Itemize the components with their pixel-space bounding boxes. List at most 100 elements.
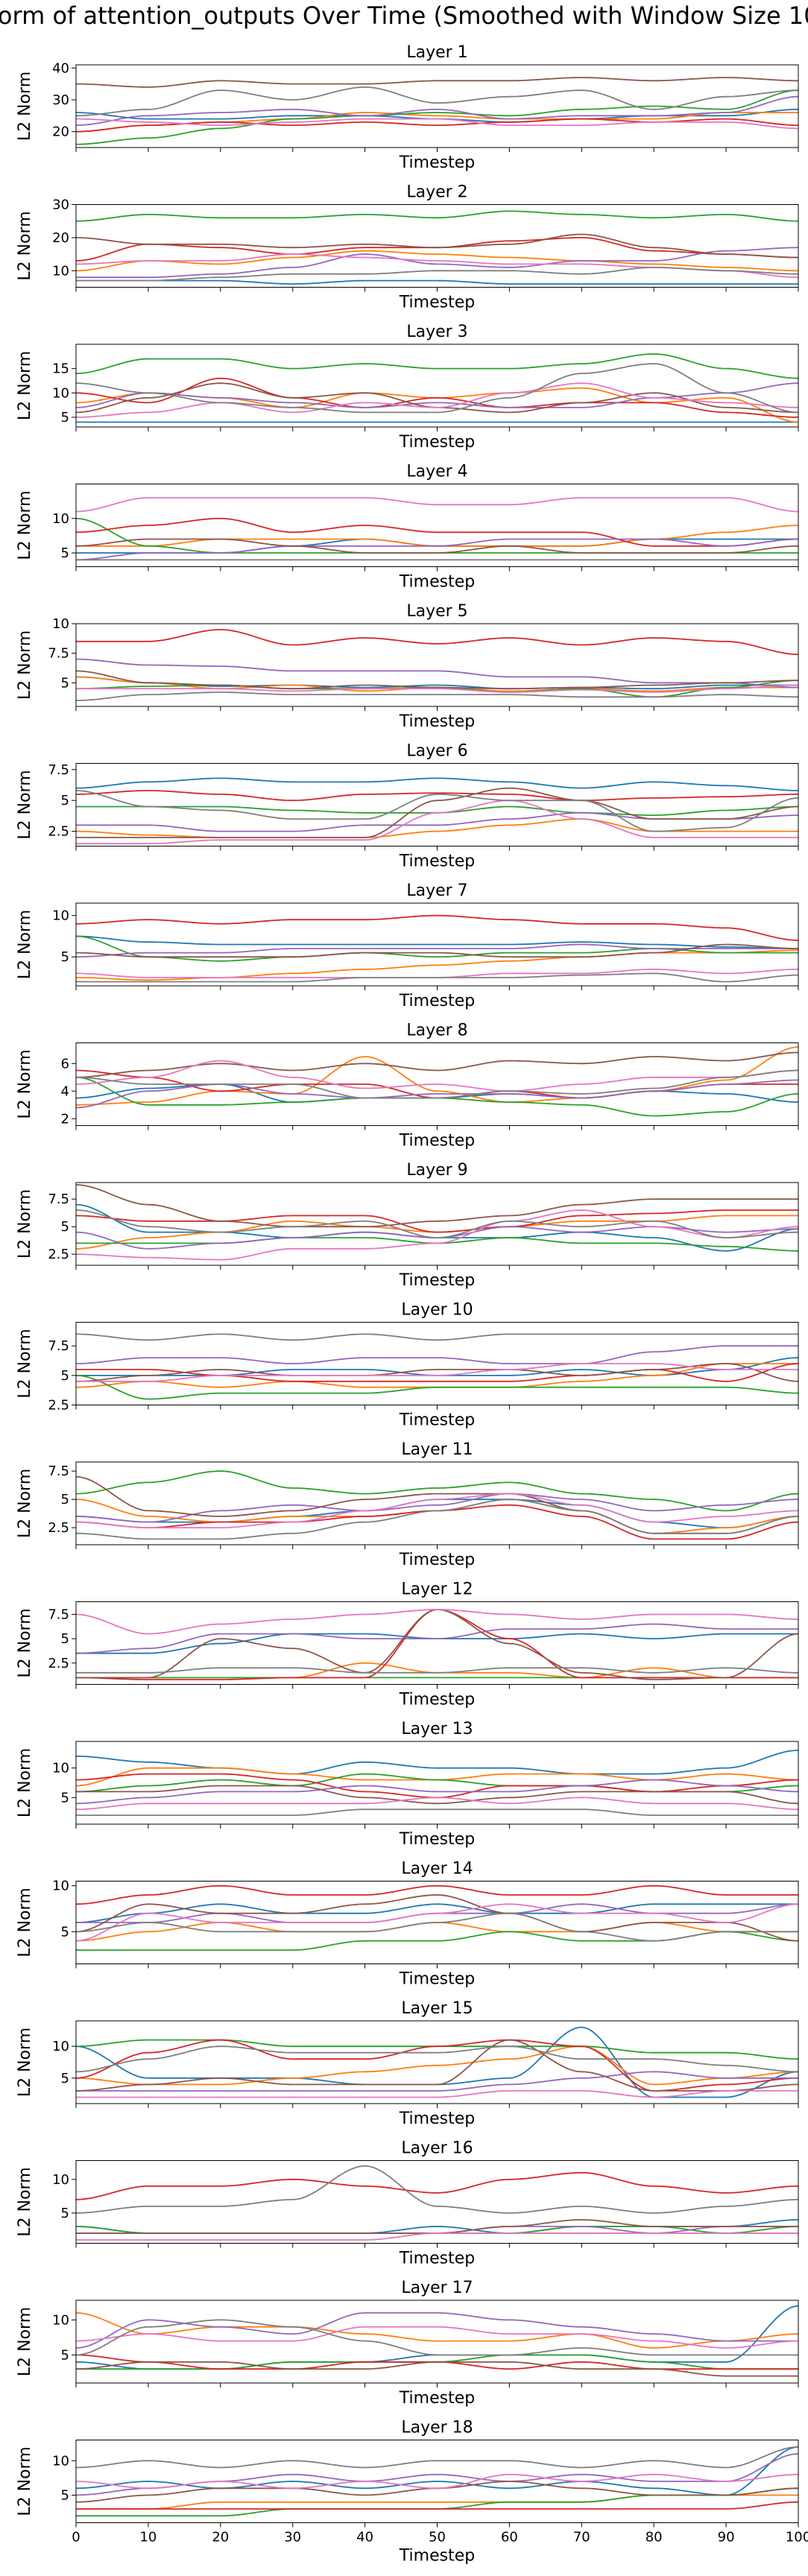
series-line (75, 2473, 798, 2490)
y-tick-label: 10 (52, 616, 69, 632)
y-tick-label: 5 (61, 675, 69, 691)
y-tick-label: 7.5 (48, 646, 69, 662)
series-line (76, 1493, 798, 1529)
y-tick-label: 5 (61, 2071, 69, 2086)
panel-title: Layer 10 (401, 1301, 473, 1320)
series-line (76, 1931, 799, 1951)
series-line (76, 77, 798, 88)
series-line (76, 943, 798, 958)
panel-layer-11: Layer 11 2.5 5 7.5 Timestep L2 Norm (16, 1440, 799, 1569)
series-line (76, 1785, 799, 1805)
panel-title: Layer 4 (406, 463, 467, 481)
series-line (76, 2090, 798, 2098)
series-line (75, 1209, 799, 1238)
y-tick-label: 5 (61, 410, 69, 425)
series-line (75, 670, 798, 690)
y-tick-label: 10 (52, 263, 69, 279)
y-axis-label: L2 Norm (16, 910, 34, 979)
series-line (75, 2446, 799, 2496)
series-line (75, 935, 798, 949)
panel-title: Layer 15 (401, 1999, 473, 2018)
y-axis-label: L2 Norm (16, 490, 34, 560)
y-tick-label: 6 (61, 1056, 69, 1072)
y-axis-label: L2 Norm (16, 351, 34, 420)
panel-title: Layer 1 (406, 43, 467, 62)
series-line (76, 2494, 798, 2510)
panel-layer-6: Layer 6 2.5 5 7.5 Timestep L2 Norm (16, 742, 799, 871)
y-tick-label: 30 (52, 197, 69, 213)
series-line (75, 353, 799, 379)
y-tick-label: 5 (61, 1924, 69, 1940)
series-line (76, 2071, 798, 2092)
panel-title: Layer 6 (406, 742, 467, 761)
panel-layer-5: Layer 5 5 7.5 10 Timestep L2 Norm (16, 602, 799, 731)
x-axis-label: Timestep (399, 2250, 475, 2268)
y-tick-label: 5 (61, 793, 69, 808)
series-line (75, 2446, 799, 2469)
series-line (76, 789, 798, 802)
series-line (76, 382, 799, 418)
series-line (75, 1884, 798, 1905)
series-line (76, 658, 798, 689)
y-tick-label: 2.5 (48, 1247, 69, 1262)
series-line (75, 790, 799, 832)
series-line (75, 118, 798, 133)
series-line (76, 1333, 798, 1341)
series-line (76, 1237, 799, 1252)
panel-layer-1: Layer 1 20 30 40 Timestep L2 Norm (16, 43, 799, 172)
x-axis-label: Timestep (399, 1271, 475, 1290)
y-tick-label: 5 (61, 1492, 69, 1507)
series-line (76, 1493, 798, 1523)
series-line (75, 968, 798, 978)
x-axis-label: Timestep (399, 433, 475, 452)
x-tick-label: 90 (718, 2530, 735, 2545)
plot-frame (75, 763, 799, 846)
series-line (75, 86, 798, 117)
y-tick-label: 10 (52, 2453, 69, 2469)
series-line (76, 1499, 799, 1540)
x-tick-label: 10 (139, 2530, 157, 2545)
series-line (76, 1608, 799, 1680)
series-line (75, 2045, 799, 2073)
series-line (76, 1209, 799, 1261)
x-axis-label: Timestep (399, 852, 475, 871)
panel-title: Layer 8 (406, 1022, 467, 1040)
series-line (76, 1808, 798, 1816)
series-line (75, 377, 798, 418)
y-axis-label: L2 Norm (16, 211, 34, 280)
series-line (75, 692, 798, 701)
series-line (75, 233, 798, 259)
y-tick-label: 7.5 (48, 1338, 69, 1354)
y-tick-label: 2.5 (48, 1398, 69, 1414)
series-line (76, 2232, 798, 2241)
panel-layer-9: Layer 9 2.5 5 7.5 Timestep L2 Norm (16, 1161, 799, 1290)
series-line (75, 1912, 798, 1942)
y-tick-label: 10 (52, 2039, 69, 2054)
series-line (75, 2312, 798, 2349)
y-axis-label: L2 Norm (16, 1469, 34, 1538)
series-line (75, 935, 798, 962)
x-tick-label: 30 (284, 2530, 301, 2545)
series-line (76, 1069, 799, 1099)
series-line (76, 89, 799, 145)
x-tick-label: 70 (573, 2530, 590, 2545)
series-line (75, 497, 799, 513)
series-line (75, 538, 799, 561)
series-line (75, 2045, 799, 2086)
y-tick-label: 5 (61, 1631, 69, 1647)
x-tick-label: 100 (786, 2530, 808, 2545)
series-line (76, 247, 799, 279)
series-line (75, 1903, 798, 1923)
series-line (75, 1046, 799, 1106)
x-axis-label: Timestep (399, 1970, 475, 1989)
y-axis-label: L2 Norm (16, 1887, 34, 1957)
y-tick-label: 10 (52, 908, 69, 924)
plot-frame (75, 344, 799, 428)
y-tick-label: 2.5 (48, 1656, 69, 1671)
y-tick-label: 2.5 (48, 1520, 69, 1536)
panel-layer-16: Layer 16 5 10 Timestep L2 Norm (16, 2139, 799, 2268)
series-line (75, 2039, 799, 2092)
series-line (76, 2501, 798, 2510)
y-tick-label: 10 (52, 2172, 69, 2188)
